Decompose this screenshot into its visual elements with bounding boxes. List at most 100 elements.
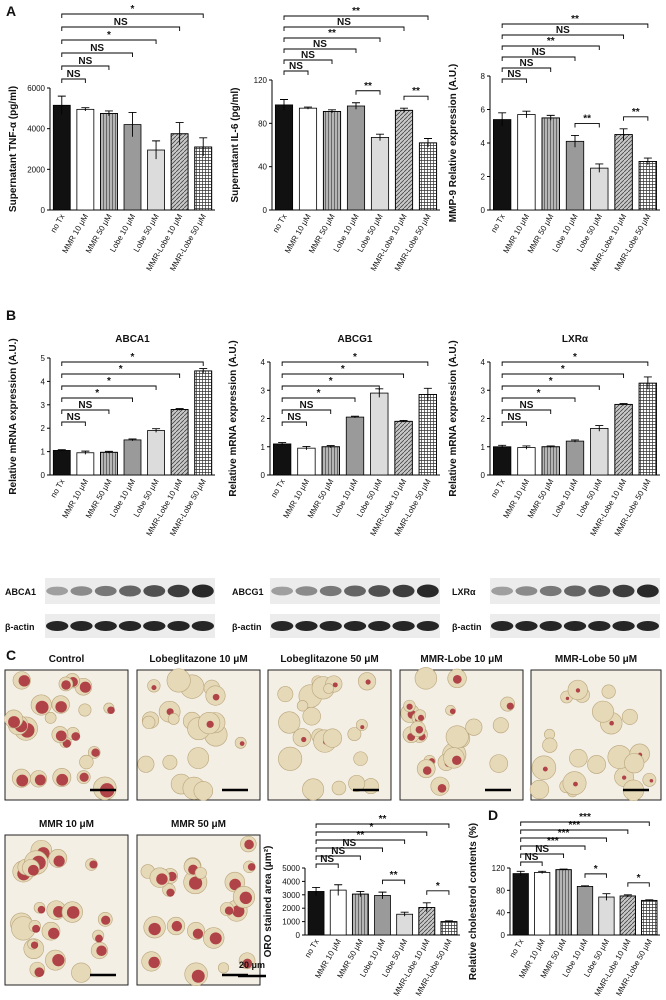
lipid-stain	[96, 945, 107, 956]
y-axis-label: ORO stained area (μm²)	[263, 846, 274, 958]
blot-band	[319, 585, 342, 597]
cell	[601, 684, 616, 699]
y-tick-label: 0	[296, 931, 301, 940]
lipid-stain	[301, 736, 307, 743]
error-bar	[81, 107, 90, 111]
significance-label: *	[329, 376, 333, 387]
error-bar	[546, 445, 555, 448]
bar	[123, 124, 142, 211]
cell	[347, 727, 362, 742]
lipid-stain	[151, 685, 157, 691]
significance-bracket	[283, 26, 405, 31]
cell	[217, 962, 230, 974]
lipid-stain	[30, 941, 39, 949]
lipid-stain	[649, 778, 654, 783]
bar	[272, 443, 292, 476]
micrograph-label: MMR-Lobe 50 μM	[555, 654, 637, 665]
error-bar	[399, 420, 408, 423]
lipid-stain	[55, 730, 67, 742]
significance-label: *	[107, 376, 111, 387]
x-tick-label: no Tx	[508, 938, 526, 960]
y-axis-label: Supernatant TNF-α (pg/ml)	[8, 86, 19, 212]
significance-label: *	[637, 873, 641, 884]
bar	[598, 896, 615, 936]
significance-label: NS	[78, 56, 92, 67]
blot-band	[118, 621, 142, 631]
error-bar	[516, 870, 525, 876]
significance-bracket	[501, 397, 576, 402]
significance-label: *	[107, 30, 111, 41]
cell	[529, 779, 550, 800]
blot-band	[191, 584, 214, 598]
y-tick-label: 4000	[27, 125, 45, 134]
lipid-stain	[53, 905, 65, 918]
bar	[512, 873, 529, 936]
bar	[374, 895, 391, 936]
lipid-stain	[34, 967, 45, 978]
y-tick-label: 0	[263, 206, 268, 215]
cell	[569, 749, 588, 768]
bar-hatch	[440, 921, 458, 936]
error-bar	[334, 884, 343, 896]
cell	[278, 746, 303, 771]
error-bar	[498, 112, 507, 127]
bar-hatch	[322, 111, 342, 211]
error-bar	[595, 163, 604, 173]
lipid-stain	[27, 864, 39, 876]
x-tick-label: no Tx	[49, 213, 67, 235]
lipid-stain	[56, 773, 69, 786]
cell	[353, 751, 368, 766]
error-bar	[280, 99, 288, 111]
blot-band	[515, 586, 538, 596]
blot-band	[94, 621, 117, 631]
blot-band	[491, 586, 514, 596]
cell	[167, 713, 180, 725]
x-tick-label: no Tx	[489, 213, 507, 235]
blot-band	[45, 621, 69, 631]
lipid-stain	[191, 969, 205, 983]
bar-hatch	[418, 394, 438, 476]
significance-bracket	[283, 48, 357, 53]
significance-bracket	[281, 421, 307, 426]
cell	[587, 755, 606, 774]
error-bar	[643, 376, 652, 390]
cell	[489, 754, 509, 773]
significance-bracket	[501, 34, 625, 39]
blot-band	[143, 621, 166, 631]
error-bar	[619, 128, 628, 141]
y-axis-label: Supernatant IL-6 (pg/ml)	[230, 88, 241, 203]
blot-label: β-actin	[232, 622, 262, 632]
significance-label: *	[131, 4, 135, 15]
error-bar	[152, 140, 161, 160]
blot-band	[588, 585, 611, 597]
y-axis-label: Relative mRNA expression (A.U.)	[448, 340, 459, 496]
significance-bracket	[501, 385, 600, 390]
blot-band	[539, 585, 562, 597]
y-tick-label: 0	[501, 931, 506, 940]
bar-hatch	[619, 895, 636, 936]
cell	[642, 772, 657, 787]
error-bar	[152, 428, 161, 433]
y-tick-label: 3	[41, 401, 46, 410]
bar-hatch	[170, 133, 189, 211]
error-bar	[424, 138, 432, 148]
blot-band	[343, 621, 367, 631]
y-tick-label: 0	[481, 471, 486, 480]
significance-label: *	[549, 376, 553, 387]
lipid-stain	[62, 739, 71, 748]
significance-label: *	[561, 364, 565, 375]
blot-band	[270, 621, 294, 631]
error-bar	[57, 449, 66, 452]
blot-band	[295, 586, 318, 596]
error-bar	[400, 107, 408, 113]
lipid-stain	[224, 906, 234, 915]
error-bar	[645, 899, 654, 901]
bar	[492, 119, 512, 211]
bar-hatch	[351, 893, 369, 936]
cell	[542, 737, 558, 753]
blot-band	[344, 585, 366, 597]
blot-band	[416, 584, 439, 598]
significance-label: **	[547, 36, 555, 47]
error-bar	[175, 122, 184, 145]
cell	[71, 962, 92, 983]
